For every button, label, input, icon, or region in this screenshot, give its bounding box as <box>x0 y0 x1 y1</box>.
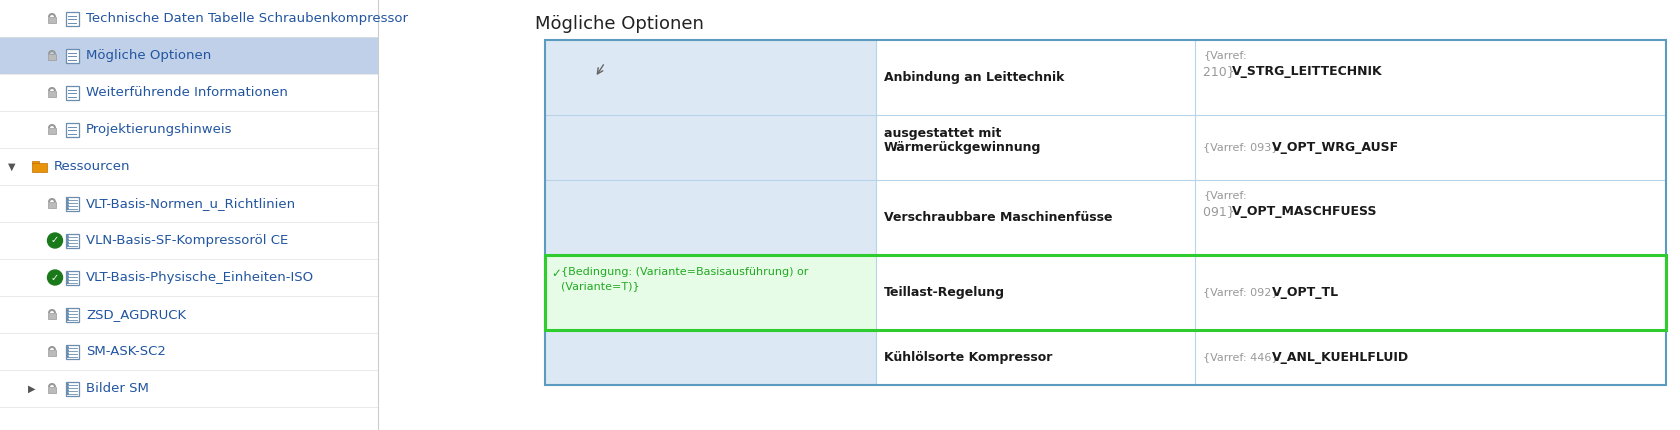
Bar <box>49 387 55 393</box>
Bar <box>32 163 47 172</box>
Text: Verschraubbare Maschinenfüsse: Verschraubbare Maschinenfüsse <box>884 211 1112 224</box>
Text: ✓: ✓ <box>50 236 59 246</box>
Text: Wärmerückgewinnung: Wärmerückgewinnung <box>884 141 1040 154</box>
Text: {Varref:: {Varref: <box>1203 190 1247 200</box>
Text: Teillast-Regelung: Teillast-Regelung <box>884 286 1005 299</box>
Text: Technische Daten Tabelle Schraubenkompressor: Technische Daten Tabelle Schraubenkompre… <box>86 12 408 25</box>
Text: Mögliche Optionen: Mögliche Optionen <box>534 15 704 33</box>
Text: Ressourcen: Ressourcen <box>54 160 131 173</box>
Bar <box>49 128 55 134</box>
Text: ZSD_AGDRUCK: ZSD_AGDRUCK <box>86 308 186 321</box>
Bar <box>875 255 1194 330</box>
Bar <box>544 255 1665 330</box>
Bar <box>49 91 55 97</box>
Bar <box>1194 115 1665 180</box>
Bar <box>49 350 55 356</box>
Circle shape <box>47 233 62 248</box>
Bar <box>66 49 79 62</box>
Text: ▶: ▶ <box>29 384 35 393</box>
Bar <box>0 0 378 430</box>
Text: Bilder SM: Bilder SM <box>86 382 150 395</box>
Text: Weiterführende Informationen: Weiterführende Informationen <box>86 86 287 99</box>
Text: (Variante=T)}: (Variante=T)} <box>561 281 640 291</box>
Bar <box>875 40 1194 115</box>
Text: Kühlölsorte Kompressor: Kühlölsorte Kompressor <box>884 351 1052 364</box>
Bar <box>49 313 55 319</box>
Bar <box>66 12 79 25</box>
Bar <box>32 160 39 163</box>
Text: VLT-Basis-Normen_u_Richtlinien: VLT-Basis-Normen_u_Richtlinien <box>86 197 296 210</box>
Text: Mögliche Optionen: Mögliche Optionen <box>86 49 212 62</box>
Bar <box>544 330 875 385</box>
Bar <box>66 270 79 285</box>
Text: 210}: 210} <box>1203 65 1238 78</box>
Text: VLT-Basis-Physische_Einheiten-ISO: VLT-Basis-Physische_Einheiten-ISO <box>86 271 314 284</box>
Bar <box>1194 330 1665 385</box>
Bar <box>66 381 79 396</box>
Circle shape <box>47 270 62 285</box>
Text: {Varref:: {Varref: <box>1203 50 1247 60</box>
Bar <box>66 123 79 136</box>
Text: ausgestattet mit: ausgestattet mit <box>884 127 1001 140</box>
Bar <box>66 197 79 211</box>
Bar <box>66 307 79 322</box>
Text: V_OPT_MASCHFUESS: V_OPT_MASCHFUESS <box>1231 205 1378 218</box>
Text: SM-ASK-SC2: SM-ASK-SC2 <box>86 345 166 358</box>
Bar <box>66 86 79 99</box>
Text: {Varref: 092}: {Varref: 092} <box>1203 288 1282 298</box>
Bar <box>66 233 79 248</box>
Bar <box>1194 180 1665 255</box>
Bar <box>49 54 55 60</box>
Text: ✓: ✓ <box>50 273 59 283</box>
Text: V_STRG_LEITTECHNIK: V_STRG_LEITTECHNIK <box>1231 65 1383 78</box>
Bar <box>49 202 55 208</box>
Text: Anbindung an Leittechnik: Anbindung an Leittechnik <box>884 71 1063 84</box>
Bar <box>875 115 1194 180</box>
Bar <box>544 40 875 115</box>
Text: {Bedingung: (Variante=Basisausführung) or: {Bedingung: (Variante=Basisausführung) o… <box>561 267 808 277</box>
Bar <box>66 344 79 359</box>
Text: VLN-Basis-SF-Kompressoröl CE: VLN-Basis-SF-Kompressoröl CE <box>86 234 287 247</box>
Bar <box>1194 40 1665 115</box>
Text: V_ANL_KUEHLFLUID: V_ANL_KUEHLFLUID <box>1272 351 1408 364</box>
Bar <box>875 330 1194 385</box>
Text: V_OPT_TL: V_OPT_TL <box>1272 286 1339 299</box>
Text: ✓: ✓ <box>551 267 561 280</box>
Bar <box>875 180 1194 255</box>
Text: ▼: ▼ <box>8 162 15 172</box>
Bar <box>49 17 55 23</box>
Text: {Varref: 093}: {Varref: 093} <box>1203 142 1282 153</box>
Text: {Varref: 446}: {Varref: 446} <box>1203 353 1282 362</box>
Text: V_OPT_WRG_AUSF: V_OPT_WRG_AUSF <box>1272 141 1398 154</box>
Text: Projektierungshinweis: Projektierungshinweis <box>86 123 232 136</box>
Bar <box>544 115 875 180</box>
Bar <box>1194 255 1665 330</box>
Bar <box>544 255 875 330</box>
Bar <box>0 37 378 74</box>
Bar <box>544 180 875 255</box>
Bar <box>544 40 1665 385</box>
Text: 091}: 091} <box>1203 205 1238 218</box>
